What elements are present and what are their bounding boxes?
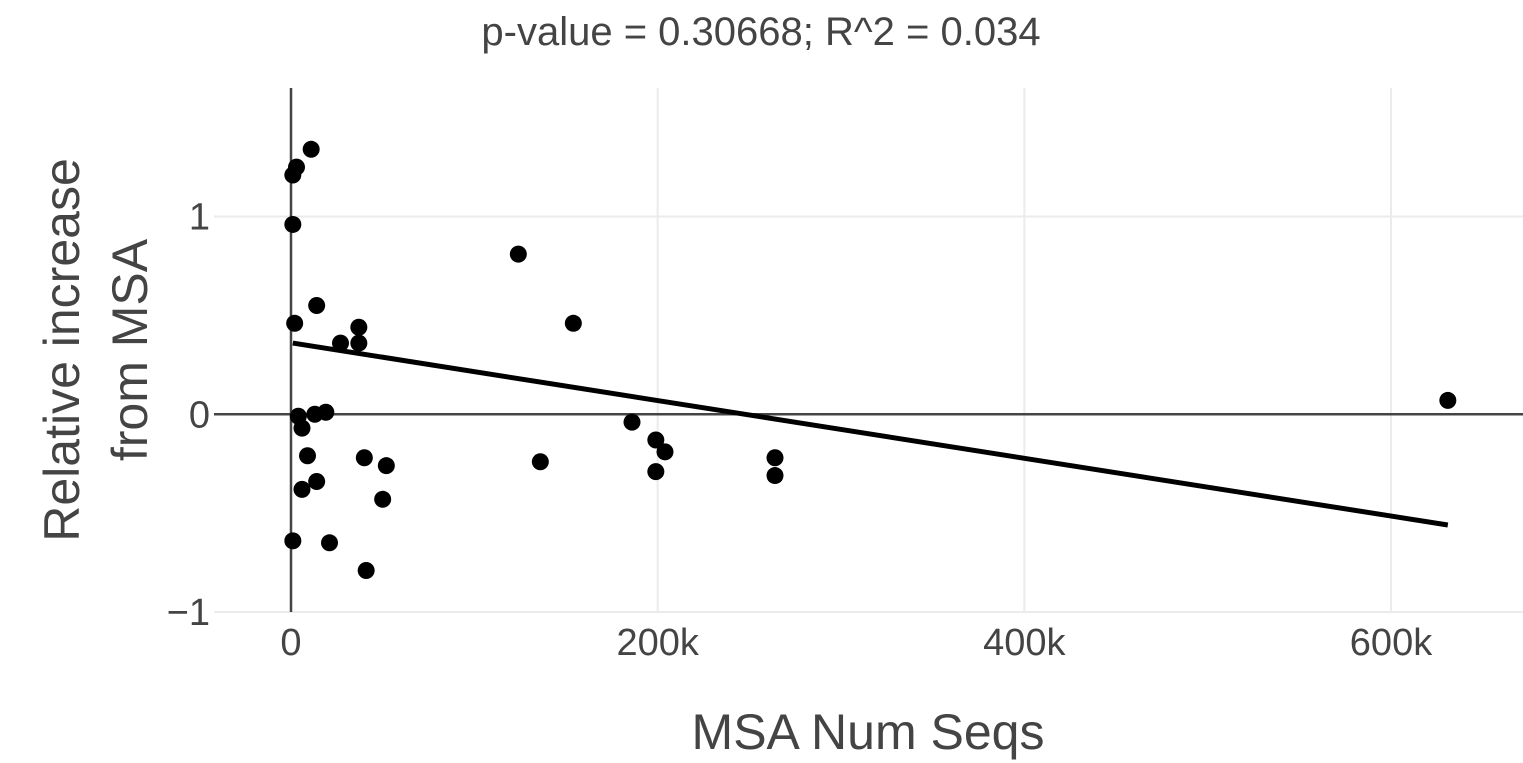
data-point <box>286 314 304 332</box>
data-point <box>308 297 326 315</box>
data-point <box>766 467 784 485</box>
data-point <box>1439 391 1457 409</box>
data-point <box>647 463 665 481</box>
data-point <box>766 449 784 467</box>
data-point <box>377 457 395 475</box>
data-point <box>284 532 302 550</box>
y-axis-title-line-1: Relative increase <box>34 158 90 542</box>
data-point <box>647 431 665 449</box>
data-point <box>350 318 368 336</box>
y-axis-title-line-2: from MSA <box>102 238 158 461</box>
y-tick-label: 1 <box>189 197 210 239</box>
regression-line-group <box>292 340 1449 528</box>
data-point <box>321 534 338 552</box>
data-point <box>308 472 326 490</box>
data-point <box>531 453 549 471</box>
x-tick-label: 600k <box>1350 622 1433 664</box>
x-axis-title: MSA Num Seqs <box>692 704 1045 760</box>
regression-line <box>292 340 1449 528</box>
x-gridlines <box>656 88 1392 612</box>
x-tick-label: 0 <box>280 622 301 664</box>
y-tick-labels: −1 0 1 <box>167 197 210 634</box>
data-point <box>293 480 311 498</box>
data-point <box>357 561 375 579</box>
data-point <box>623 413 641 431</box>
data-point <box>355 449 373 467</box>
data-point <box>299 447 316 465</box>
x-tick-labels: 0 200k 400k 600k <box>280 622 1433 664</box>
data-point <box>332 334 349 352</box>
y-tick-label: −1 <box>167 592 210 634</box>
data-point <box>374 490 392 508</box>
y-tick-label: 0 <box>189 394 210 436</box>
data-point <box>509 245 527 263</box>
data-point <box>302 140 320 158</box>
chart-title: p-value = 0.30668; R^2 = 0.034 <box>481 10 1040 54</box>
zero-lines <box>214 88 1523 612</box>
x-tick-label: 200k <box>616 622 699 664</box>
data-point <box>564 314 582 332</box>
data-point <box>293 419 311 437</box>
data-point <box>284 166 302 184</box>
x-tick-label: 400k <box>983 622 1066 664</box>
y-gridlines <box>214 215 1523 613</box>
data-point <box>350 334 368 352</box>
data-points <box>284 140 1457 579</box>
data-point <box>284 215 302 233</box>
data-point <box>656 443 674 461</box>
data-point <box>317 403 335 421</box>
